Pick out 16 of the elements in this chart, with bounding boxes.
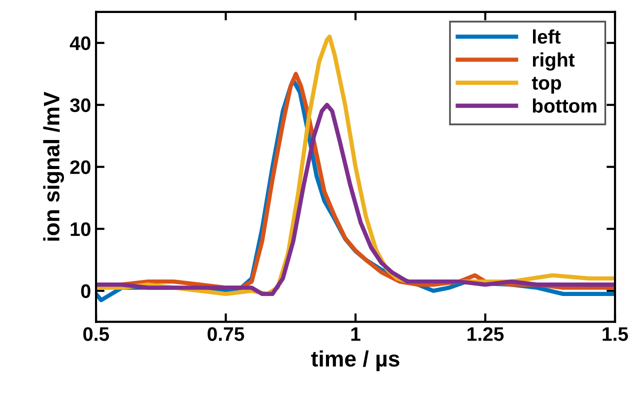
x-axis-title: time / µs [311,350,400,372]
x-tick-label: 1 [351,327,360,341]
y-tick-label: 10 [70,222,90,236]
y-tick-label: 0 [81,284,90,298]
y-axis-title: ion signal /mV [43,92,64,241]
x-tick-label: 0.75 [208,327,244,341]
x-tick-label: 0.5 [83,327,110,341]
legend-label: left [533,29,561,44]
legend-label: top [532,76,562,94]
x-tick-label: 1.25 [468,327,504,341]
y-tick-label: 20 [70,160,90,174]
y-tick-label: 30 [70,98,90,112]
legend-label: bottom [532,98,596,113]
legend-label: right [532,52,575,71]
y-tick-label: 40 [70,36,90,50]
x-tick-label: 1.5 [602,327,628,341]
